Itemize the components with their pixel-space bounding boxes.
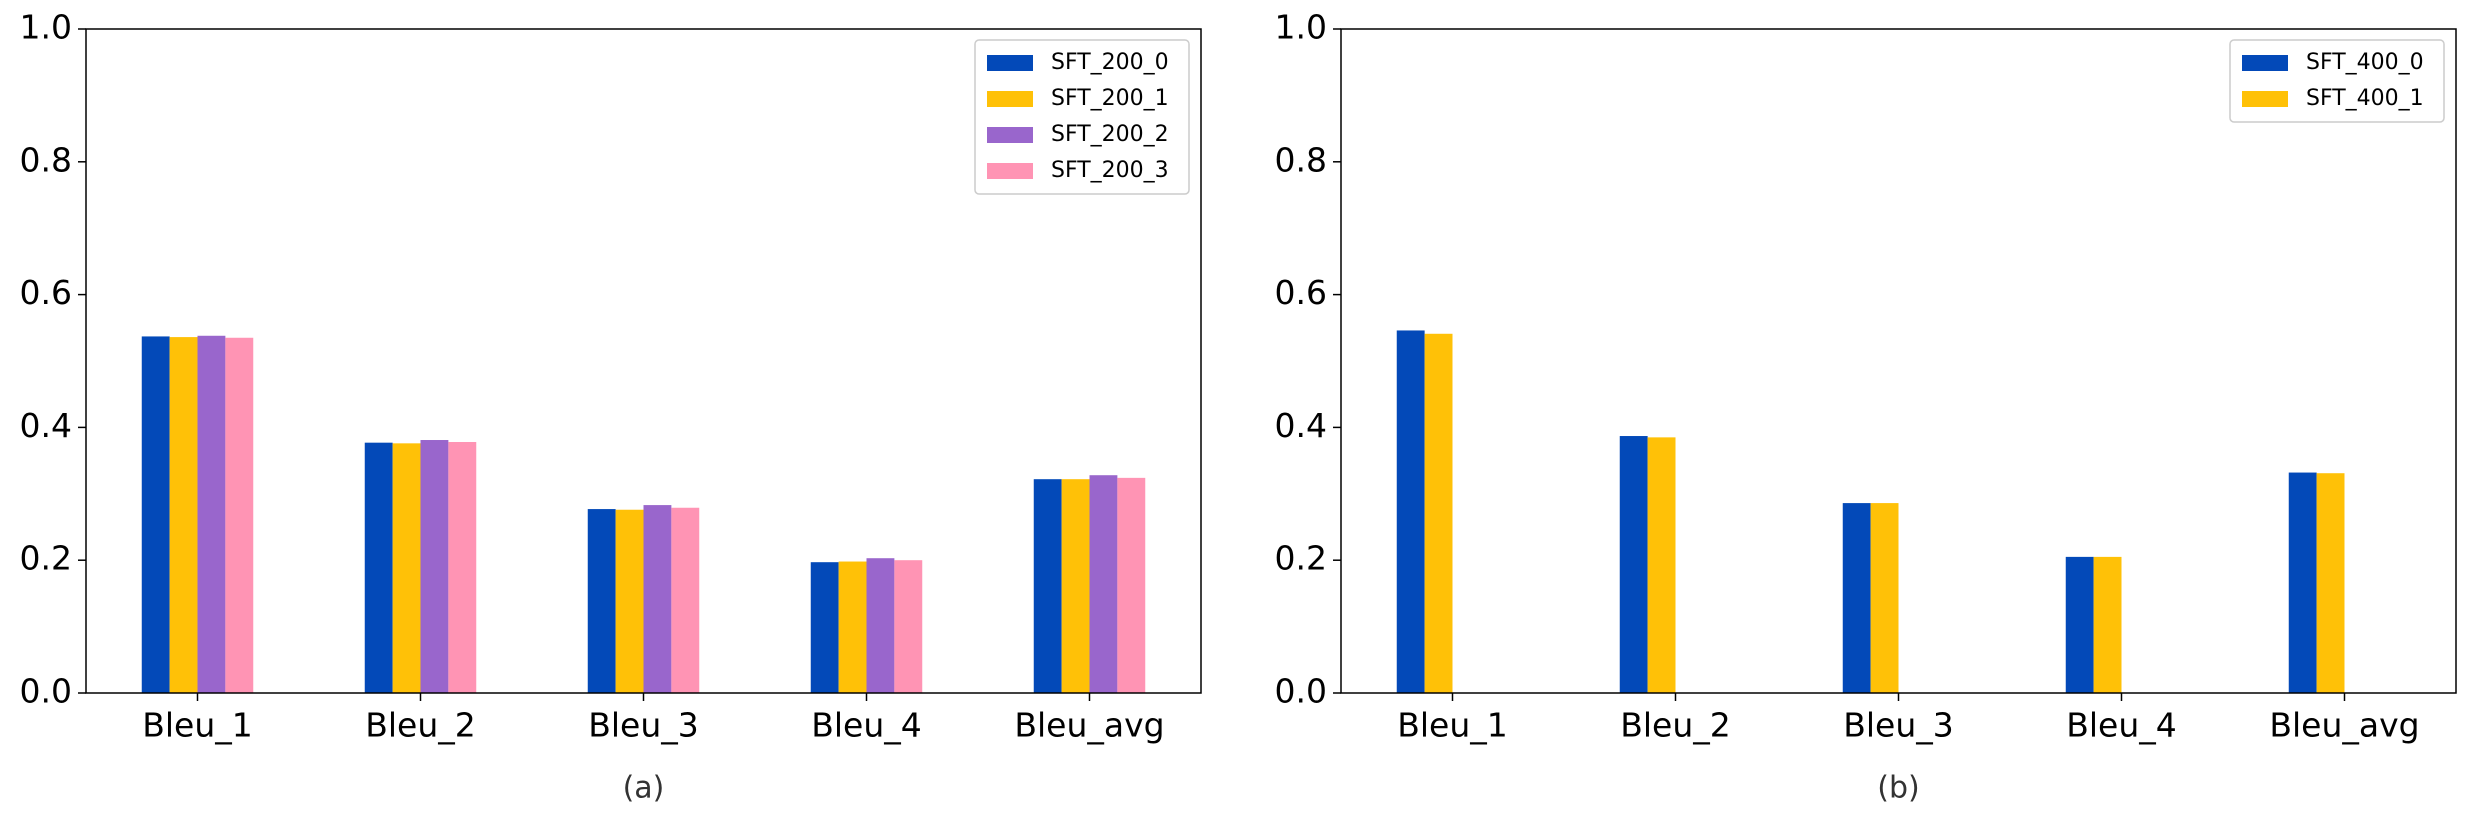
y-tick-label: 1.0 [20, 8, 72, 47]
x-tick-label: Bleu_2 [1620, 706, 1731, 745]
bar [1396, 330, 1425, 693]
bar [448, 442, 477, 693]
bar [1842, 503, 1871, 693]
bar [1061, 479, 1090, 693]
bar [420, 440, 449, 693]
x-tick-label: Bleu_3 [588, 706, 699, 745]
bar [1647, 437, 1676, 693]
x-tick-label: Bleu_4 [2066, 706, 2177, 745]
legend-label: SFT_400_0 [2306, 50, 2424, 75]
x-tick-label: Bleu_3 [1843, 706, 1954, 745]
bar [587, 509, 616, 693]
bar [1089, 475, 1118, 693]
y-tick-label: 1.0 [1275, 8, 1327, 47]
legend-label: SFT_200_1 [1051, 86, 1169, 111]
chart-panel: 0.0 0.2 0.4 0.6 0.8 1.0 Bleu_1 Bleu_2 Bleu_3 Bleu… [20, 8, 1202, 806]
legend-swatch [987, 127, 1033, 143]
axes-frame [85, 28, 1202, 694]
legend: SFT_200_0 SFT_200_1 SFT_200_2 SFT_200_3 [974, 39, 1190, 195]
bar [894, 560, 923, 693]
y-tick-label: 0.6 [1275, 273, 1327, 312]
x-tick-label: Bleu_2 [365, 706, 476, 745]
legend-label: SFT_400_1 [2306, 86, 2424, 111]
legend-label: SFT_200_2 [1051, 122, 1169, 147]
y-tick-label: 0.8 [20, 140, 72, 179]
x-tick-label: Bleu_avg [1014, 706, 1164, 745]
bar [866, 558, 895, 693]
bar [838, 561, 867, 693]
legend-swatch [2242, 91, 2288, 107]
x-tick-label: Bleu_1 [142, 706, 253, 745]
legend-swatch [987, 91, 1033, 107]
y-tick-label: 0.8 [1275, 140, 1327, 179]
caption: (a) [623, 771, 665, 806]
y-tick-label: 0.6 [20, 273, 72, 312]
bar [2093, 556, 2122, 693]
axes-frame [1340, 28, 2457, 694]
bar [1870, 503, 1899, 693]
bar [1424, 333, 1453, 693]
y-tick-label: 0.2 [20, 539, 72, 578]
bar [810, 562, 839, 693]
chart-panel: 0.0 0.2 0.4 0.6 0.8 1.0 Bleu_1 Bleu_2 Bleu_3 Bleu… [1275, 8, 2457, 806]
legend-label: SFT_200_3 [1051, 158, 1169, 183]
bar [364, 442, 393, 693]
bar [671, 507, 700, 693]
y-tick-label: 0.0 [20, 672, 72, 711]
bar [1619, 436, 1648, 693]
y-tick-label: 0.0 [1275, 672, 1327, 711]
legend-swatch [2242, 55, 2288, 71]
x-tick-label: Bleu_avg [2269, 706, 2419, 745]
x-tick-label: Bleu_4 [811, 706, 922, 745]
bar [2065, 556, 2094, 693]
bar [1033, 479, 1062, 693]
y-tick-label: 0.4 [1275, 406, 1327, 445]
bar [141, 336, 170, 693]
legend: SFT_400_0 SFT_400_1 [2229, 39, 2445, 123]
bar [643, 505, 672, 693]
legend-box [974, 39, 1190, 195]
bar [2316, 473, 2345, 693]
bar [169, 337, 198, 693]
y-tick-label: 0.4 [20, 406, 72, 445]
bar [615, 509, 644, 693]
bar [1117, 477, 1146, 693]
bar [392, 443, 421, 693]
legend-swatch [987, 163, 1033, 179]
legend-swatch [987, 55, 1033, 71]
caption: (b) [1877, 771, 1919, 806]
bar [197, 335, 226, 693]
y-tick-label: 0.2 [1275, 539, 1327, 578]
bar [2288, 472, 2317, 693]
legend-label: SFT_200_0 [1051, 50, 1169, 75]
bar [225, 337, 254, 693]
x-tick-label: Bleu_1 [1397, 706, 1508, 745]
